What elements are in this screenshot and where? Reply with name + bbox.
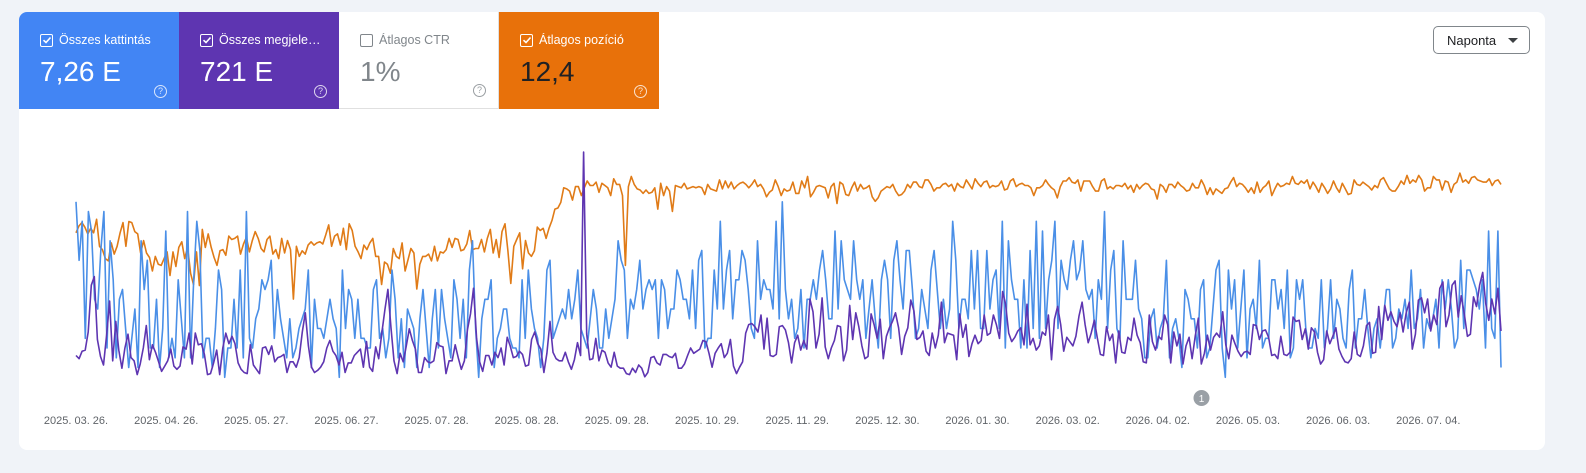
x-tick-label: 2025. 10. 29.: [675, 415, 739, 427]
x-tick-label: 2026. 04. 02.: [1126, 415, 1190, 427]
checkbox-checked-icon[interactable]: [40, 33, 53, 47]
x-tick-label: 2025. 11. 29.: [765, 415, 828, 427]
x-tick-label: 2025. 09. 28.: [585, 415, 649, 427]
help-icon[interactable]: ?: [473, 84, 486, 97]
series-line-impressions[interactable]: [75, 151, 1502, 378]
tile-label-row: Átlagos pozíció: [520, 33, 624, 47]
tile-total-clicks[interactable]: Összes kattintás 7,26 E ?: [19, 12, 179, 109]
tile-average-position[interactable]: Átlagos pozíció 12,4 ?: [499, 12, 659, 109]
x-tick-label: 2026. 07. 04.: [1396, 415, 1460, 427]
tile-total-impressions[interactable]: Összes megjelenítés 721 E ?: [179, 12, 339, 109]
annotation-marker[interactable]: [1193, 390, 1210, 406]
annotation-marker-label: 1: [1199, 394, 1205, 405]
help-icon[interactable]: ?: [154, 85, 167, 98]
x-tick-label: 2025. 05. 27.: [224, 415, 288, 427]
tile-value: 12,4: [520, 56, 575, 87]
tile-value: 1%: [360, 56, 401, 87]
tile-value: 721 E: [200, 56, 274, 87]
metric-tiles: Összes kattintás 7,26 E ? Összes megjele…: [19, 12, 659, 109]
x-tick-label: 2026. 06. 03.: [1306, 415, 1370, 427]
x-tick-label: 2025. 12. 30.: [855, 415, 919, 427]
period-dropdown-label: Naponta: [1447, 32, 1497, 48]
period-dropdown[interactable]: Naponta: [1433, 26, 1530, 54]
x-tick-label: 2025. 06. 27.: [314, 415, 378, 427]
tile-label-row: Átlagos CTR: [360, 33, 450, 47]
x-tick-label: 2025. 04. 26.: [134, 415, 198, 427]
tile-label-row: Összes kattintás: [40, 33, 151, 47]
tile-label-row: Összes megjelenítés: [200, 33, 324, 47]
performance-chart: 2025. 03. 26. 2025. 04. 26. 2025. 05. 27. 2…: [44, 151, 1502, 427]
help-icon[interactable]: ?: [314, 85, 327, 98]
tile-average-ctr[interactable]: Átlagos CTR 1% ?: [339, 12, 499, 109]
checkbox-unchecked-icon[interactable]: [360, 33, 373, 47]
x-tick-label: 2026. 01. 30.: [945, 415, 1009, 427]
caret-down-icon: [1508, 38, 1518, 43]
x-tick-label: 2025. 08. 28.: [495, 415, 559, 427]
help-icon[interactable]: ?: [634, 85, 647, 98]
performance-card: Összes kattintás 7,26 E ? Összes megjele…: [19, 12, 1545, 450]
checkbox-checked-icon[interactable]: [520, 33, 533, 47]
x-tick-label: 2025. 07. 28.: [404, 415, 468, 427]
series-line-clicks[interactable]: [75, 201, 1502, 379]
x-tick-label: 2026. 05. 03.: [1216, 415, 1280, 427]
x-tick-label: 2026. 03. 02.: [1036, 415, 1100, 427]
tile-value: 7,26 E: [40, 56, 121, 87]
checkbox-checked-icon[interactable]: [200, 33, 213, 47]
series-line-position[interactable]: [75, 172, 1502, 300]
x-tick-label: 2025. 03. 26.: [44, 415, 108, 427]
